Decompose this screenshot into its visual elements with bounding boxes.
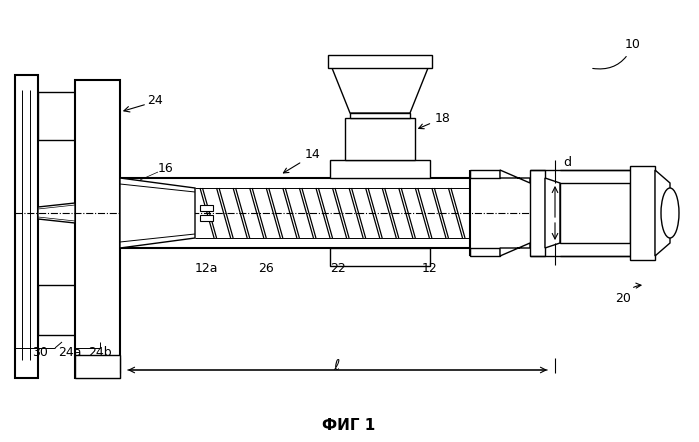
Text: $\ell$: $\ell$ — [333, 358, 341, 373]
Polygon shape — [15, 75, 38, 378]
Polygon shape — [332, 68, 428, 113]
Polygon shape — [500, 170, 530, 183]
Polygon shape — [120, 178, 195, 248]
Polygon shape — [470, 248, 500, 256]
Text: 18: 18 — [419, 111, 451, 129]
Text: 24a: 24a — [58, 347, 82, 359]
Text: 26: 26 — [258, 262, 274, 274]
Text: 24b: 24b — [88, 347, 112, 359]
Polygon shape — [655, 170, 670, 256]
Text: 12a: 12a — [195, 262, 219, 274]
Polygon shape — [560, 183, 630, 243]
Polygon shape — [75, 355, 120, 378]
Polygon shape — [330, 160, 430, 178]
Text: 16: 16 — [158, 161, 174, 175]
Text: 14: 14 — [283, 149, 321, 173]
Polygon shape — [38, 285, 75, 335]
Polygon shape — [38, 92, 75, 140]
Polygon shape — [200, 205, 213, 211]
Text: 22: 22 — [330, 262, 346, 274]
Polygon shape — [200, 215, 213, 221]
Polygon shape — [330, 248, 430, 266]
Ellipse shape — [661, 188, 679, 238]
Polygon shape — [328, 55, 432, 68]
Text: 30: 30 — [32, 347, 48, 359]
Text: ФИГ 1: ФИГ 1 — [322, 418, 375, 433]
Text: 20: 20 — [615, 283, 641, 305]
Text: 10: 10 — [593, 38, 641, 69]
Polygon shape — [350, 113, 410, 118]
Polygon shape — [545, 178, 560, 248]
Text: 24: 24 — [147, 94, 163, 107]
Polygon shape — [75, 80, 120, 378]
Polygon shape — [470, 170, 500, 178]
Text: 12: 12 — [422, 262, 438, 274]
Polygon shape — [500, 243, 530, 256]
Polygon shape — [630, 166, 655, 260]
Polygon shape — [38, 203, 75, 223]
Polygon shape — [345, 118, 415, 160]
Text: d: d — [563, 156, 571, 168]
Polygon shape — [530, 170, 545, 256]
